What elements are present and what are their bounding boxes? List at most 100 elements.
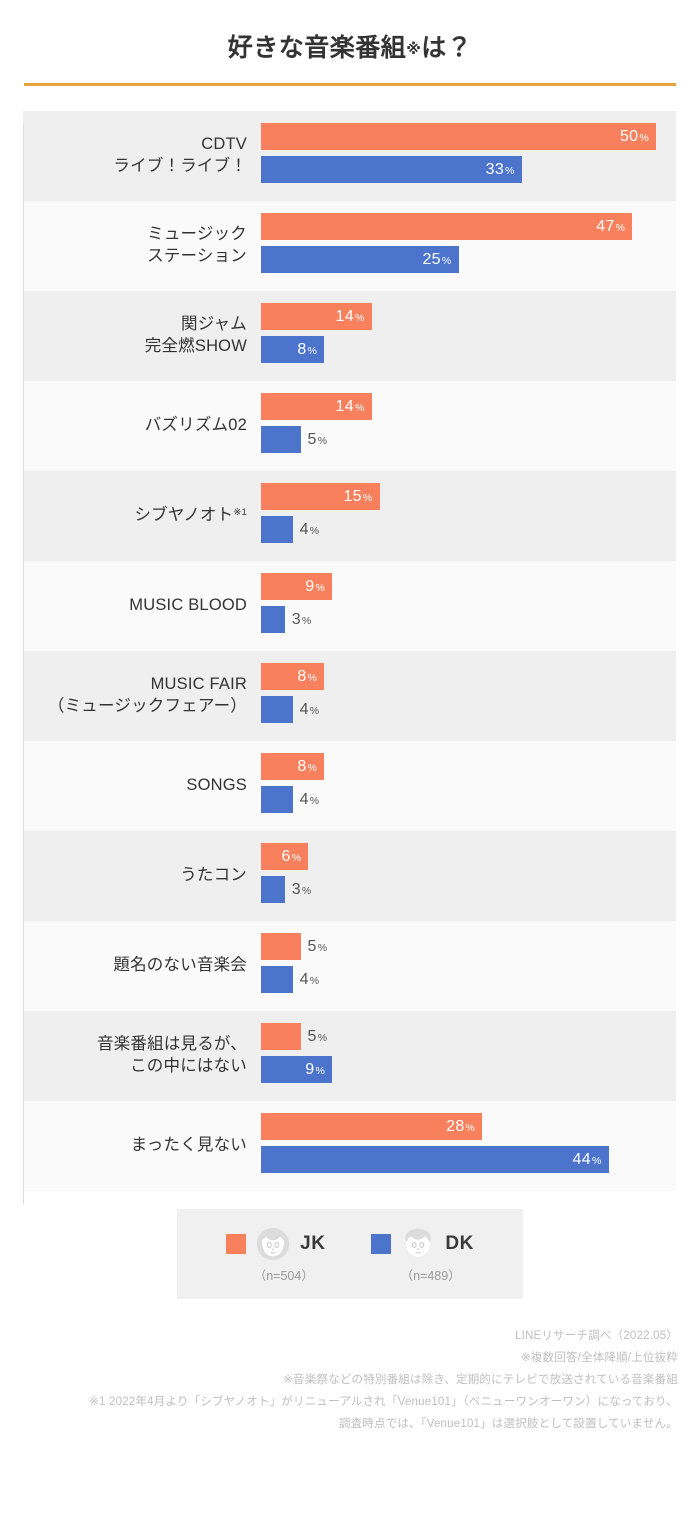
bar-value-label-dk: 4% [299,970,320,988]
bar-line-jk: 6% [261,843,676,870]
bar-line-dk: 3% [261,606,676,633]
bar-dk[interactable]: 33% [261,156,522,183]
bar-line-jk: 14% [261,393,676,420]
bar-line-jk: 50% [261,123,676,150]
legend-label-jk: JK [300,1232,326,1254]
bar-jk[interactable]: 8% [261,663,325,690]
page-title: 好きな音楽番組※は？ [0,28,700,64]
bar-value-label-dk: 3% [291,610,312,628]
bar-jk[interactable]: 47% [261,213,633,240]
percent-sign: % [591,1154,602,1167]
bar-jk[interactable]: 9% [261,573,333,600]
legend-item-jk[interactable]: JK （n=504） [226,1225,325,1284]
bar-line-dk: 4% [261,696,676,723]
percent-sign: % [315,581,326,594]
table-row: 関ジャム 完全燃SHOW 14% 8% [23,291,676,381]
percent-sign: % [309,704,320,717]
row-bars: 15% 4% [261,471,676,561]
bar-jk[interactable] [261,1023,301,1050]
bar-jk[interactable]: 8% [261,753,325,780]
percent-sign: % [639,131,649,144]
bar-jk[interactable]: 6% [261,843,309,870]
bar-value-label-dk: 25% [422,250,452,268]
row-category-label: シブヤノオト※1 [134,506,247,525]
bar-value-label-jk: 5% [307,937,328,955]
bar-jk[interactable]: 28% [261,1113,483,1140]
percent-sign: % [354,311,365,324]
bar-jk[interactable]: 14% [261,303,372,330]
percent-sign: % [362,491,373,504]
row-bars: 14% 5% [261,381,676,471]
bar-line-dk: 5% [261,426,676,453]
legend-jk-row: JK [226,1225,325,1263]
bar-chart: CDTV ライブ！ライブ！ 50% 33% ミュージック ステーション 47% 25% 関ジ… [23,111,676,1191]
table-row: バズリズム02 14% 5% [23,381,676,471]
page-title-suffix: は？ [421,34,473,62]
bar-dk[interactable]: 9% [261,1056,333,1083]
bar-value-label-dk: 9% [305,1060,326,1078]
bar-value-label-jk: 8% [297,757,318,775]
bar-line-jk: 15% [261,483,676,510]
bar-dk[interactable]: 8% [261,336,325,363]
value-axis-line [23,124,24,1204]
percent-sign: % [291,851,302,864]
table-row: 音楽番組は見るが、 この中にはない 5% 9% [23,1011,676,1101]
bar-line-jk: 14% [261,303,676,330]
bar-dk[interactable] [261,606,285,633]
percent-sign: % [317,434,328,447]
bar-dk[interactable] [261,516,293,543]
bar-value-label-dk: 44% [572,1150,602,1168]
percent-sign: % [317,1031,328,1044]
bar-line-jk: 28% [261,1113,676,1140]
bar-value-label-dk: 8% [297,340,318,358]
bar-value-label-jk: 8% [297,667,318,685]
bar-dk[interactable] [261,876,285,903]
percent-sign: % [615,221,626,234]
bar-value-label-jk: 9% [305,577,326,595]
bar-line-dk: 8% [261,336,676,363]
bar-value-label-jk: 14% [335,307,365,325]
bar-value-label-jk: 28% [446,1117,476,1135]
legend-label-dk: DK [445,1232,474,1254]
bar-line-jk: 8% [261,753,676,780]
percent-sign: % [315,1064,326,1077]
row-bars: 8% 4% [261,741,676,831]
page-title-text: 好きな音楽番組 [227,34,407,62]
bar-jk[interactable]: 14% [261,393,372,420]
percent-sign: % [505,164,515,177]
footnote-line: 調査時点では、「Venue101」は選択肢として設置していません。 [338,1418,678,1431]
row-category-label: 題名のない音楽会 [113,956,247,975]
bar-value-label-dk: 5% [307,430,328,448]
bar-dk[interactable] [261,696,293,723]
table-row: CDTV ライブ！ライブ！ 50% 33% [23,111,676,201]
bar-dk[interactable]: 25% [261,246,459,273]
bar-dk[interactable]: 44% [261,1146,609,1173]
bar-value-label-dk: 4% [299,520,320,538]
row-category-label: MUSIC BLOOD [129,596,247,615]
bar-line-dk: 4% [261,966,676,993]
bar-dk[interactable] [261,426,301,453]
bar-dk[interactable] [261,786,293,813]
bar-line-dk: 4% [261,786,676,813]
legend-swatch-dk [371,1233,392,1254]
table-row: MUSIC FAIR （ミュージックフェアー） 8% 4% [23,651,676,741]
table-row: シブヤノオト※1 15% 4% [23,471,676,561]
row-category-label: SONGS [186,776,247,795]
bar-jk[interactable] [261,933,301,960]
bar-value-label-jk: 50% [619,127,649,145]
bar-jk[interactable]: 15% [261,483,380,510]
bar-value-label-jk: 14% [335,397,365,415]
percent-sign: % [354,401,365,414]
table-row: ミュージック ステーション 47% 25% [23,201,676,291]
legend-item-dk[interactable]: DK （n=489） [371,1225,473,1284]
percent-sign: % [307,671,318,684]
table-row: 題名のない音楽会 5% 4% [23,921,676,1011]
row-category-label: MUSIC FAIR （ミュージックフェアー） [47,675,247,715]
footnote-line: LINEリサーチ調べ（2022.05） [515,1330,678,1342]
bar-line-dk: 25% [261,246,676,273]
bar-value-label-jk: 47% [596,217,626,235]
percent-sign: % [301,614,312,627]
bar-jk[interactable]: 50% [261,123,656,150]
bar-dk[interactable] [261,966,293,993]
footnote-line: ※複数回答/全体降順/上位抜粋 [520,1352,678,1365]
